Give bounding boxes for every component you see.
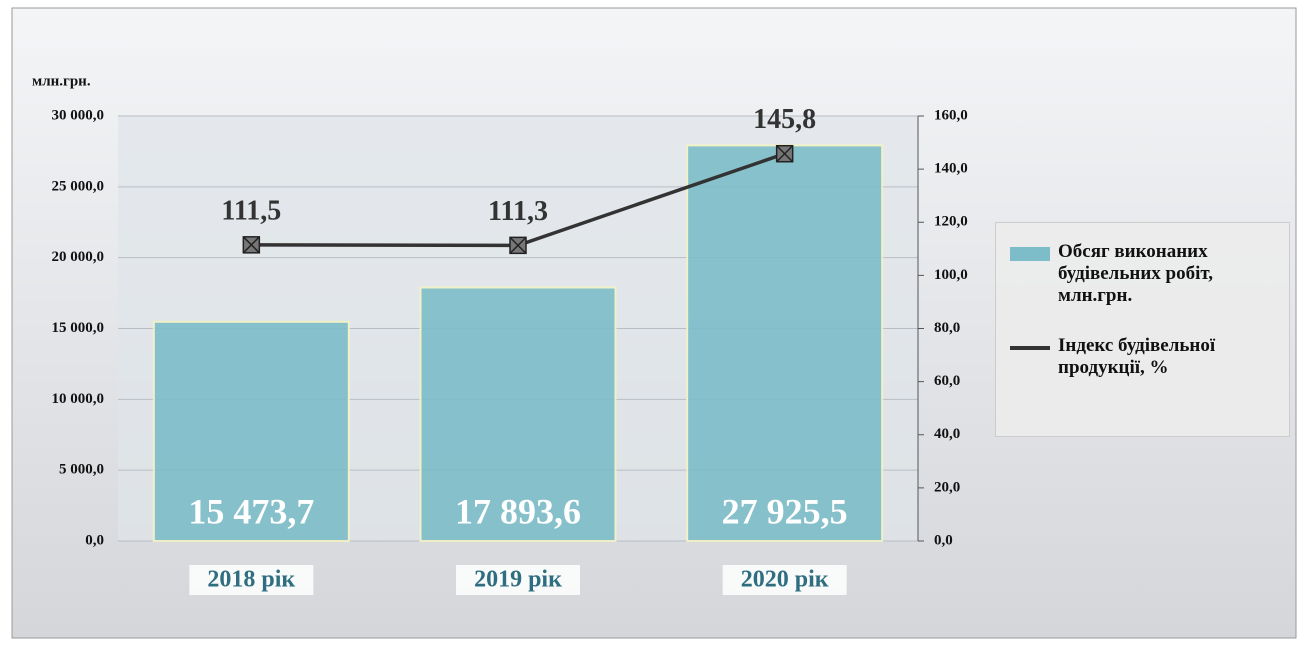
y-tick-label: 25 000,0 <box>52 178 105 194</box>
legend-entry: Обсяг виконаних будівельних робіт, млн.г… <box>1010 241 1275 307</box>
x-label-background <box>456 565 580 595</box>
y2-tick-label: 60,0 <box>934 373 960 389</box>
legend-entry: Індекс будівельної продукції, % <box>1010 335 1275 379</box>
y2-tick-label: 160,0 <box>934 107 968 123</box>
legend-swatch <box>1010 346 1050 350</box>
marker-cross <box>242 236 260 254</box>
bar-value-label: 27 925,5 <box>722 491 848 531</box>
y2-tick-label: 20,0 <box>934 479 960 495</box>
y2-tick-label: 40,0 <box>934 426 960 442</box>
x-label-background <box>189 565 314 595</box>
y2-tick-label: 0,0 <box>934 532 953 548</box>
y2-tick-label: 120,0 <box>934 214 968 230</box>
y-tick-label: 30 000,0 <box>52 107 105 123</box>
legend-label: Обсяг виконаних будівельних робіт, млн.г… <box>1058 241 1214 306</box>
bar <box>686 144 884 542</box>
legend: Обсяг виконаних будівельних робіт, млн.г… <box>995 222 1290 437</box>
line-value-label: 111,3 <box>488 196 548 227</box>
line-value-label: 145,8 <box>753 104 816 135</box>
y-tick-label: 15 000,0 <box>52 320 105 336</box>
line-value-label: 111,5 <box>221 195 281 226</box>
x-label-background <box>722 565 847 595</box>
legend-swatch <box>1010 247 1050 261</box>
y-tick-label: 5 000,0 <box>59 462 104 478</box>
bar-value-label: 15 473,7 <box>188 491 314 531</box>
y2-tick-label: 100,0 <box>934 267 968 283</box>
x-tick-label: 2020 рік <box>741 567 829 593</box>
y2-tick-label: 140,0 <box>934 161 968 177</box>
y-tick-label: 10 000,0 <box>52 391 105 407</box>
y-tick-label: 0,0 <box>85 532 104 548</box>
x-tick-label: 2018 рік <box>207 567 295 593</box>
bar <box>419 286 617 542</box>
y2-tick-label: 80,0 <box>934 320 960 336</box>
bar <box>152 320 350 542</box>
marker-cross <box>776 145 794 163</box>
y-axis-label: млн.грн. <box>32 73 91 89</box>
y-tick-label: 20 000,0 <box>52 249 105 265</box>
legend-label: Індекс будівельної продукції, % <box>1058 335 1216 378</box>
x-tick-label: 2019 рік <box>474 567 562 593</box>
marker-cross <box>509 236 527 254</box>
bar-value-label: 17 893,6 <box>455 491 581 531</box>
